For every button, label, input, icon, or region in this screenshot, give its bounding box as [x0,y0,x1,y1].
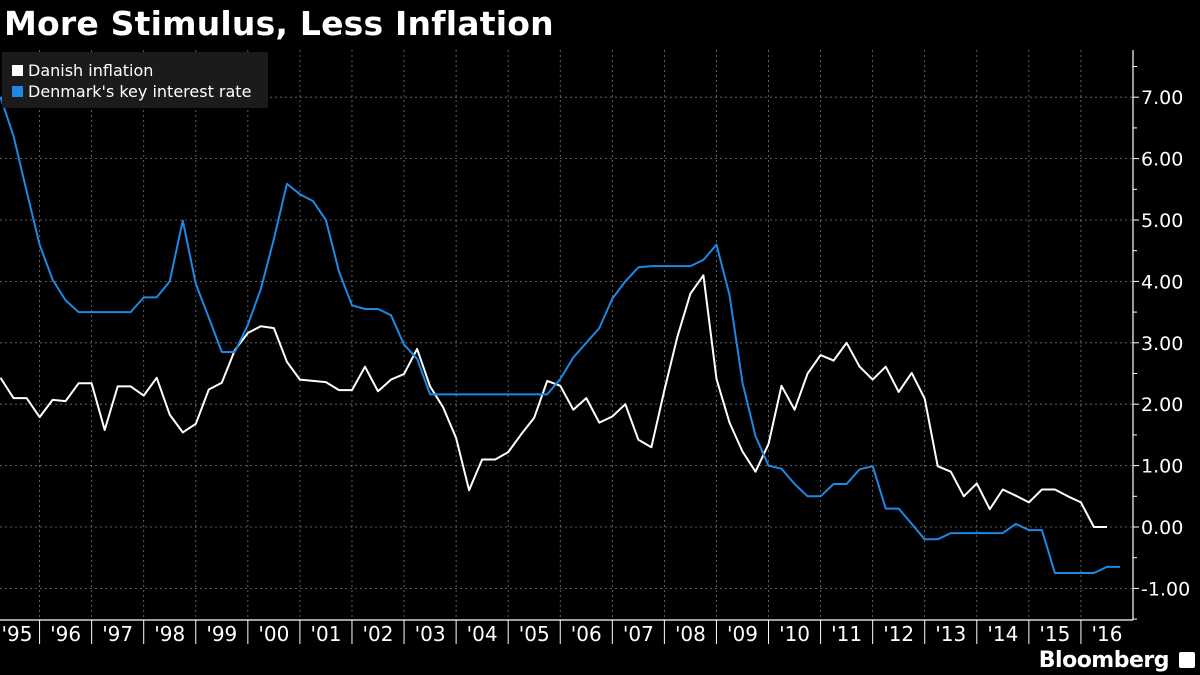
series-line-danish-inflation [0,274,1107,528]
x-tick-label: '15 [1039,622,1070,646]
y-tick-label: 6.00 [1141,149,1183,171]
series-line-key-interest-rate [0,96,1120,574]
x-tick-label: '16 [1091,622,1122,646]
x-tick-label: '11 [831,622,862,646]
x-tick-label: '97 [102,622,133,646]
y-tick-label: 4.00 [1141,271,1183,293]
x-tick-label: '95 [2,622,33,646]
x-tick-label: '08 [675,622,706,646]
legend: Danish inflation Denmark's key interest … [2,52,268,108]
x-tick-label: '13 [935,622,966,646]
x-tick-label: '03 [415,622,446,646]
chart-title: More Stimulus, Less Inflation [4,4,554,43]
y-tick-label: 5.00 [1141,210,1183,232]
x-tick-label: '10 [779,622,810,646]
x-tick-label: '02 [363,622,394,646]
legend-swatch-white [12,65,23,76]
bloomberg-logo: Bloomberg [1038,648,1170,673]
y-tick-label: 7.00 [1141,87,1183,109]
x-tick-label: '05 [519,622,550,646]
x-tick-label: '99 [206,622,237,646]
x-tick-label: '14 [987,622,1018,646]
y-tick-label: 1.00 [1141,456,1183,478]
x-tick-label: '06 [571,622,602,646]
x-tick-label: '04 [467,622,498,646]
legend-label: Danish inflation [28,61,154,80]
x-tick-label: '12 [883,622,914,646]
y-tick-label: 2.00 [1141,394,1183,416]
legend-item-interest-rate: Denmark's key interest rate [12,82,251,101]
x-tick-label: '09 [727,622,758,646]
y-tick-label: 0.00 [1141,517,1183,539]
x-tick-label: '01 [310,622,341,646]
legend-item-inflation: Danish inflation [12,61,153,80]
bloomberg-chart-icon [1179,652,1195,668]
x-tick-label: '00 [258,622,289,646]
legend-swatch-blue [12,86,23,97]
legend-label: Denmark's key interest rate [28,82,252,101]
x-tick-label: '98 [154,622,185,646]
x-tick-label: '07 [623,622,654,646]
y-tick-label: -1.00 [1141,578,1190,600]
x-tick-label: '96 [50,622,81,646]
y-tick-label: 3.00 [1141,333,1183,355]
